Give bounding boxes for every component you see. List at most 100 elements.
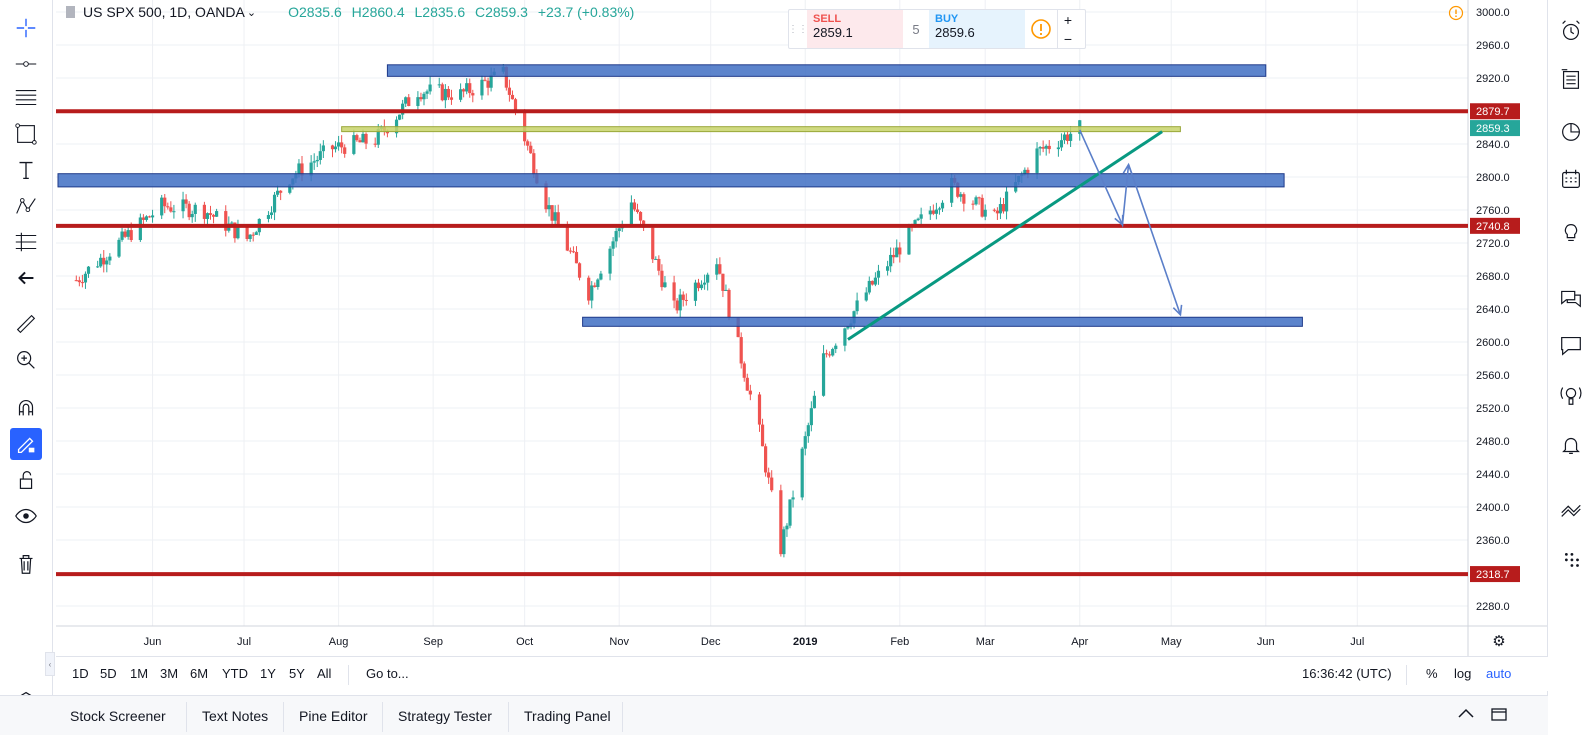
- candle-body: [956, 182, 960, 197]
- symbol-name[interactable]: US SPX 500, 1D, OANDA: [83, 4, 245, 20]
- range-all[interactable]: All: [317, 666, 332, 681]
- range-5y[interactable]: 5Y: [289, 666, 305, 681]
- rectangle-shape-icon[interactable]: [8, 118, 44, 150]
- range-1m[interactable]: 1M: [130, 666, 149, 681]
- candle-body: [980, 197, 984, 217]
- drag-handle-icon[interactable]: ⋮⋮: [788, 23, 808, 35]
- tab-trading-panel[interactable]: Trading Panel: [524, 708, 611, 724]
- magnet-icon[interactable]: [8, 392, 44, 424]
- pattern-tool-icon[interactable]: [8, 190, 44, 222]
- candle-body: [678, 294, 682, 311]
- range-3m[interactable]: 3M: [160, 666, 179, 681]
- price-tick-label: 2480.0: [1476, 436, 1510, 448]
- candle-body: [1069, 133, 1073, 141]
- candle-body: [608, 248, 612, 274]
- chevron-up-icon[interactable]: [1456, 704, 1476, 727]
- ruler-icon[interactable]: [8, 308, 44, 340]
- price-chart[interactable]: 3000.02960.02920.02880.02840.02800.02760…: [56, 0, 1548, 656]
- candle-body: [684, 299, 688, 301]
- alert-warning-icon[interactable]: [1448, 5, 1464, 26]
- range-6m[interactable]: 6M: [190, 666, 209, 681]
- candle-body: [138, 217, 142, 241]
- price-tag: [1470, 103, 1520, 120]
- text-tool-icon[interactable]: [8, 154, 44, 186]
- candle-body: [446, 88, 450, 98]
- auto-scale-toggle[interactable]: auto: [1486, 666, 1512, 681]
- chats-icon[interactable]: [1556, 282, 1586, 312]
- tab-stock-screener[interactable]: Stock Screener: [70, 708, 166, 724]
- zoom-in-icon[interactable]: [8, 344, 44, 376]
- candle-body: [590, 285, 594, 301]
- percent-scale-toggle[interactable]: %: [1426, 666, 1438, 681]
- buy-button[interactable]: BUY 2859.6: [929, 10, 1025, 48]
- maximize-panel-icon[interactable]: [1490, 705, 1508, 726]
- back-arrow-icon[interactable]: [8, 262, 44, 294]
- collapse-toolbar-handle[interactable]: ‹: [45, 652, 55, 676]
- collapse-chevron-icon[interactable]: [1556, 494, 1586, 524]
- tab-text-notes[interactable]: Text Notes: [202, 708, 269, 724]
- candle-body: [571, 251, 576, 253]
- candle-body: [867, 280, 871, 293]
- price-tick-label: 3000.0: [1476, 7, 1510, 19]
- candle-body: [364, 133, 368, 144]
- ohlc-values: O2835.6 H2860.4 L2835.6 C2859.3 +23.7 (+…: [288, 4, 640, 20]
- tab-pine-editor[interactable]: Pine Editor: [299, 708, 368, 724]
- range-1d[interactable]: 1D: [72, 666, 89, 681]
- sell-button[interactable]: SELL 2859.1: [807, 10, 903, 48]
- candle-body: [1044, 145, 1048, 149]
- candle-body: [300, 163, 304, 176]
- stay-in-drawing-mode-icon[interactable]: [10, 428, 42, 460]
- candle-body: [248, 234, 252, 239]
- calendar-icon[interactable]: [1556, 164, 1586, 194]
- ideas-lightbulb-icon[interactable]: [1556, 218, 1586, 248]
- candle-body: [913, 220, 917, 227]
- streams-icon[interactable]: [1556, 380, 1586, 410]
- candle-body: [846, 326, 850, 329]
- settings-gear-icon[interactable]: ⚙: [1492, 633, 1505, 650]
- more-dots-icon[interactable]: [1556, 544, 1586, 574]
- watchlist-icon[interactable]: [1556, 64, 1586, 94]
- data-window-icon[interactable]: [1556, 116, 1586, 146]
- fib-retracement-icon[interactable]: [8, 82, 44, 114]
- range-ytd[interactable]: YTD: [222, 666, 248, 681]
- warning-icon[interactable]: [1025, 10, 1057, 48]
- prediction-measure-icon[interactable]: [8, 226, 44, 258]
- candle-body: [544, 183, 548, 210]
- candle-body: [471, 93, 475, 96]
- tab-strategy-tester[interactable]: Strategy Tester: [398, 708, 492, 724]
- candle-body: [587, 277, 591, 301]
- go-to-date-button[interactable]: Go to...: [366, 666, 409, 681]
- candle-body: [459, 89, 463, 100]
- chat-bubble-icon[interactable]: [1556, 330, 1586, 360]
- candle-body: [532, 153, 536, 175]
- lock-icon[interactable]: [8, 464, 44, 496]
- log-scale-toggle[interactable]: log: [1454, 666, 1472, 681]
- alarm-clock-icon[interactable]: [1556, 16, 1586, 46]
- utc-clock[interactable]: 16:36:42 (UTC): [1302, 666, 1392, 681]
- candle-body: [526, 141, 530, 146]
- crosshair-icon[interactable]: [8, 12, 44, 44]
- candle-body: [208, 213, 213, 215]
- candle-body: [1047, 145, 1051, 150]
- price-tag-label: 2879.7: [1476, 106, 1510, 118]
- trash-icon[interactable]: [8, 548, 44, 580]
- quantity-field[interactable]: 5: [912, 21, 920, 37]
- trend-line-icon[interactable]: [8, 48, 44, 80]
- candle-body: [611, 241, 615, 249]
- candle-body: [245, 226, 249, 239]
- candle-body: [553, 212, 557, 221]
- notifications-bell-icon[interactable]: [1556, 430, 1586, 460]
- range-5d[interactable]: 5D: [100, 666, 117, 681]
- chevron-down-icon[interactable]: ⌄: [246, 6, 257, 19]
- candle-body: [919, 214, 923, 219]
- candle-body: [1035, 148, 1039, 173]
- increase-button[interactable]: +: [1063, 11, 1073, 28]
- decrease-button[interactable]: −: [1063, 30, 1073, 47]
- eye-icon[interactable]: [8, 500, 44, 532]
- price-tag: [1470, 566, 1520, 583]
- price-tick-label: 2360.0: [1476, 535, 1510, 547]
- tab-divider: [508, 702, 509, 732]
- divider: [1406, 665, 1407, 685]
- candle-body: [831, 349, 835, 356]
- range-1y[interactable]: 1Y: [260, 666, 276, 681]
